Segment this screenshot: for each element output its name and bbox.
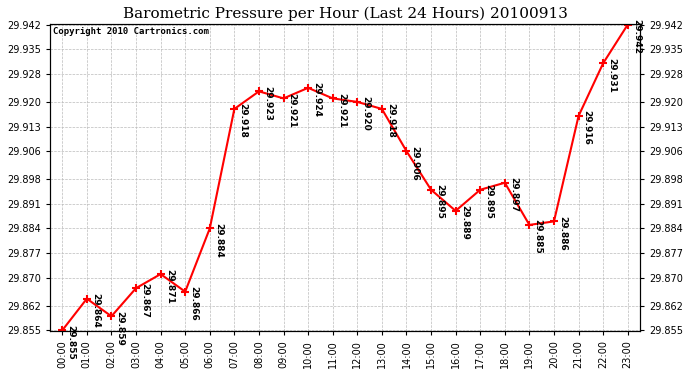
Text: 29.855: 29.855	[66, 325, 75, 360]
Text: 29.889: 29.889	[460, 205, 469, 240]
Text: 29.895: 29.895	[484, 184, 493, 219]
Text: 29.859: 29.859	[116, 311, 125, 346]
Text: 29.924: 29.924	[313, 82, 322, 117]
Text: 29.918: 29.918	[239, 104, 248, 138]
Text: 29.920: 29.920	[362, 96, 371, 131]
Text: 29.871: 29.871	[165, 268, 174, 303]
Title: Barometric Pressure per Hour (Last 24 Hours) 20100913: Barometric Pressure per Hour (Last 24 Ho…	[123, 7, 567, 21]
Text: 29.918: 29.918	[386, 104, 395, 138]
Text: 29.866: 29.866	[189, 286, 198, 321]
Text: 29.931: 29.931	[607, 58, 616, 93]
Text: 29.885: 29.885	[533, 219, 542, 254]
Text: 29.884: 29.884	[214, 223, 223, 258]
Text: 29.923: 29.923	[263, 86, 272, 121]
Text: 29.864: 29.864	[91, 293, 100, 328]
Text: Copyright 2010 Cartronics.com: Copyright 2010 Cartronics.com	[53, 27, 209, 36]
Text: 29.897: 29.897	[509, 177, 518, 212]
Text: 29.895: 29.895	[435, 184, 444, 219]
Text: 29.906: 29.906	[411, 146, 420, 180]
Text: 29.942: 29.942	[632, 19, 641, 54]
Text: 29.921: 29.921	[337, 93, 346, 128]
Text: 29.921: 29.921	[288, 93, 297, 128]
Text: 29.867: 29.867	[140, 283, 149, 318]
Text: 29.916: 29.916	[583, 110, 592, 145]
Text: 29.886: 29.886	[558, 216, 567, 250]
